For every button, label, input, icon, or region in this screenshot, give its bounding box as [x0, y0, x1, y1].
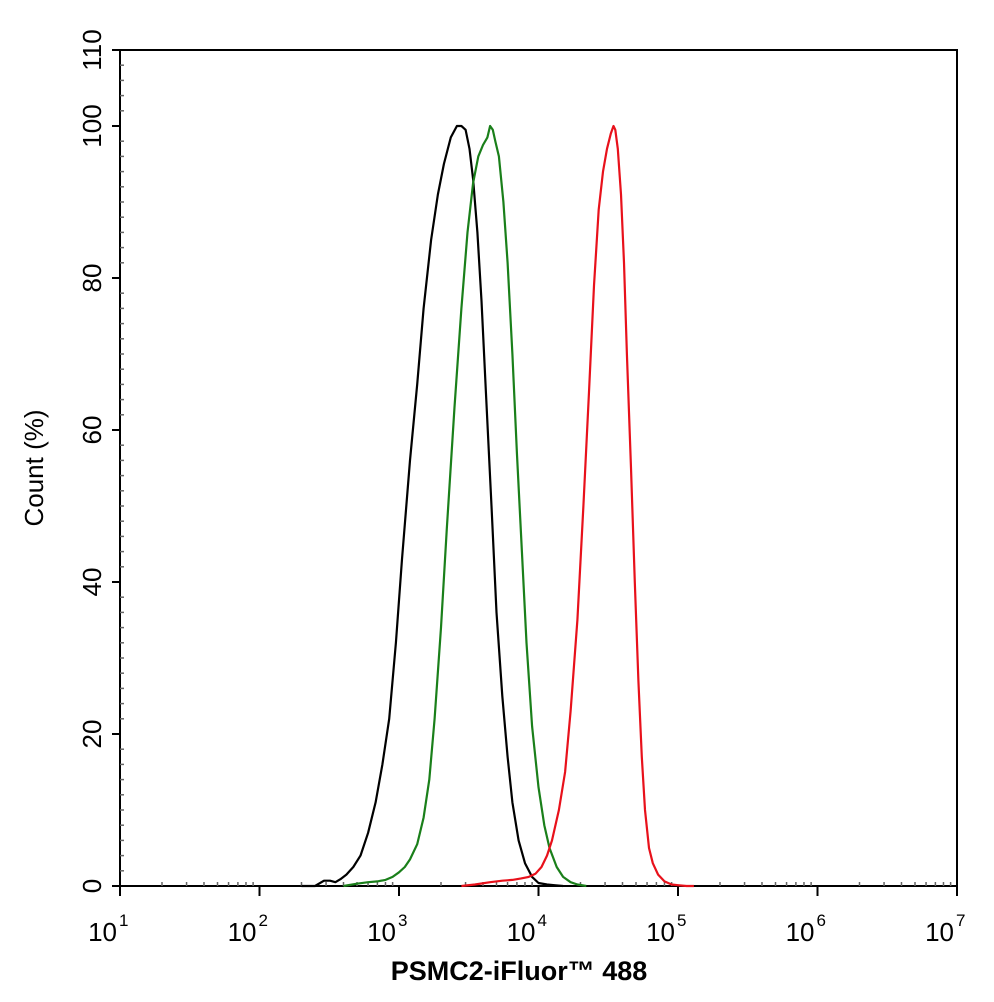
- y-tick-labels: 0 20 40 60 80 100 110: [77, 29, 107, 893]
- y-tick-label: 100: [77, 104, 107, 147]
- x-tick-exponent: 2: [259, 911, 268, 930]
- x-tick-label: 10 1: [88, 911, 128, 947]
- x-tick-label: 10 2: [228, 911, 268, 947]
- series-layer: [301, 124, 694, 888]
- minor-ticks: [120, 64, 952, 886]
- x-tick-label: 10 7: [925, 911, 965, 947]
- histogram-series-1: [301, 124, 564, 888]
- x-tick-labels: 10 1 10 2 10 3 10 4 10 5 10 6 10 7: [88, 911, 965, 947]
- x-tick-exponent: 4: [538, 911, 547, 930]
- histogram-series-3: [461, 124, 694, 888]
- x-tick-exponent: 5: [677, 911, 686, 930]
- x-axis-title: PSMC2-iFluor™ 488: [391, 956, 648, 986]
- y-tick-label: 60: [77, 416, 107, 445]
- y-tick-label: 0: [77, 879, 107, 893]
- y-tick-label: 80: [77, 264, 107, 293]
- x-tick-exponent: 7: [956, 911, 965, 930]
- x-tick-base: 10: [786, 917, 815, 947]
- x-tick-label: 10 6: [786, 911, 826, 947]
- y-tick-label: 110: [77, 29, 107, 70]
- major-ticks: [112, 49, 958, 896]
- x-tick-base: 10: [646, 917, 675, 947]
- x-tick-exponent: 6: [817, 911, 826, 930]
- histogram-series-2: [343, 124, 587, 888]
- x-tick-base: 10: [507, 917, 536, 947]
- y-tick-label: 40: [77, 568, 107, 597]
- x-tick-label: 10 3: [367, 911, 407, 947]
- x-tick-base: 10: [88, 917, 117, 947]
- y-tick-label: 20: [77, 720, 107, 749]
- x-tick-exponent: 3: [398, 911, 407, 930]
- y-axis-title: Count (%): [19, 409, 49, 526]
- plot-frame: [119, 49, 958, 887]
- x-tick-base: 10: [367, 917, 396, 947]
- x-tick-label: 10 4: [507, 911, 547, 947]
- x-tick-base: 10: [228, 917, 257, 947]
- x-tick-exponent: 1: [119, 911, 128, 930]
- x-tick-base: 10: [925, 917, 954, 947]
- x-tick-label: 10 5: [646, 911, 686, 947]
